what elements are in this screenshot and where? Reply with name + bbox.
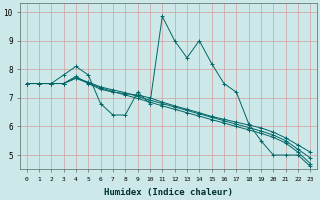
X-axis label: Humidex (Indice chaleur): Humidex (Indice chaleur) — [104, 188, 233, 197]
